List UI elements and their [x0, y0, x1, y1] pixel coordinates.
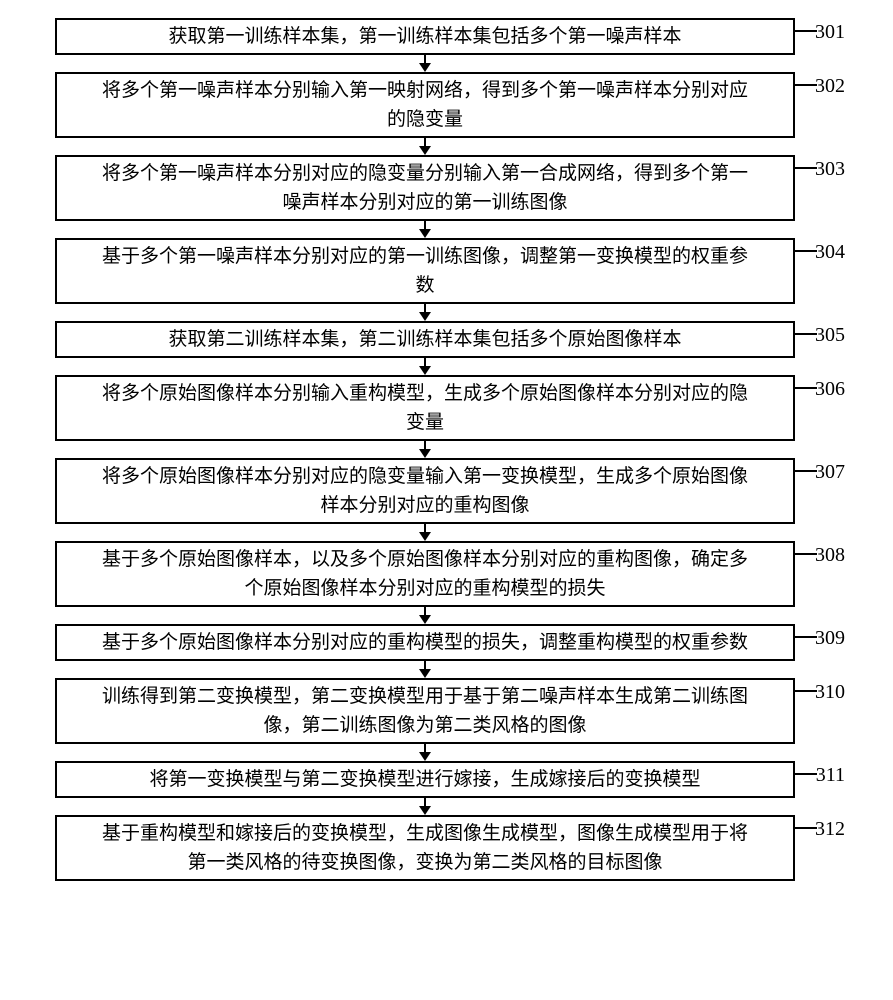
flow-arrow — [55, 744, 795, 761]
step-label: 301 — [815, 21, 845, 44]
step-text: 基于多个第一噪声样本分别对应的第一训练图像，调整第一变换模型的权重参数 — [102, 242, 748, 301]
step-label: 304 — [815, 241, 845, 264]
flow-step-305: 获取第二训练样本集，第二训练样本集包括多个原始图像样本305 — [55, 321, 795, 358]
step-text: 将第一变换模型与第二变换模型进行嫁接，生成嫁接后的变换模型 — [149, 765, 700, 794]
step-text: 基于多个原始图像样本分别对应的重构模型的损失，调整重构模型的权重参数 — [102, 628, 748, 657]
step-text: 将多个原始图像样本分别对应的隐变量输入第一变换模型，生成多个原始图像样本分别对应… — [102, 462, 748, 521]
flow-arrow — [55, 358, 795, 375]
label-leader — [793, 333, 817, 335]
step-text: 获取第二训练样本集，第二训练样本集包括多个原始图像样本 — [168, 325, 681, 354]
flow-arrow — [55, 524, 795, 541]
flow-step-312: 基于重构模型和嫁接后的变换模型，生成图像生成模型，图像生成模型用于将第一类风格的… — [55, 815, 795, 881]
flow-step-307: 将多个原始图像样本分别对应的隐变量输入第一变换模型，生成多个原始图像样本分别对应… — [55, 458, 795, 524]
flow-step-309: 基于多个原始图像样本分别对应的重构模型的损失，调整重构模型的权重参数309 — [55, 624, 795, 661]
flow-arrow — [55, 441, 795, 458]
step-label: 311 — [816, 764, 845, 787]
step-label: 306 — [815, 378, 845, 401]
step-text: 获取第一训练样本集，第一训练样本集包括多个第一噪声样本 — [168, 22, 681, 51]
label-leader — [793, 636, 817, 638]
step-label: 302 — [815, 75, 845, 98]
flow-step-303: 将多个第一噪声样本分别对应的隐变量分别输入第一合成网络，得到多个第一噪声样本分别… — [55, 155, 795, 221]
flowchart-container: 获取第一训练样本集，第一训练样本集包括多个第一噪声样本301 将多个第一噪声样本分… — [55, 18, 795, 881]
flow-step-302: 将多个第一噪声样本分别输入第一映射网络，得到多个第一噪声样本分别对应的隐变量30… — [55, 72, 795, 138]
label-leader — [793, 553, 817, 555]
flow-arrow — [55, 661, 795, 678]
flow-arrow — [55, 607, 795, 624]
label-leader — [793, 690, 817, 692]
step-text: 将多个第一噪声样本分别输入第一映射网络，得到多个第一噪声样本分别对应的隐变量 — [102, 76, 748, 135]
label-leader — [793, 470, 817, 472]
flow-arrow — [55, 304, 795, 321]
label-leader — [793, 167, 817, 169]
step-label: 310 — [815, 681, 845, 704]
step-label: 312 — [815, 818, 845, 841]
step-text: 训练得到第二变换模型，第二变换模型用于基于第二噪声样本生成第二训练图像，第二训练… — [102, 682, 748, 741]
flow-arrow — [55, 798, 795, 815]
flow-step-306: 将多个原始图像样本分别输入重构模型，生成多个原始图像样本分别对应的隐变量306 — [55, 375, 795, 441]
label-leader — [793, 773, 817, 775]
label-leader — [793, 250, 817, 252]
label-leader — [793, 387, 817, 389]
step-label: 309 — [815, 627, 845, 650]
flow-step-311: 将第一变换模型与第二变换模型进行嫁接，生成嫁接后的变换模型311 — [55, 761, 795, 798]
step-label: 305 — [815, 324, 845, 347]
flow-step-301: 获取第一训练样本集，第一训练样本集包括多个第一噪声样本301 — [55, 18, 795, 55]
step-text: 将多个第一噪声样本分别对应的隐变量分别输入第一合成网络，得到多个第一噪声样本分别… — [102, 159, 748, 218]
flow-arrow — [55, 138, 795, 155]
flow-arrow — [55, 221, 795, 238]
step-label: 303 — [815, 158, 845, 181]
flow-step-308: 基于多个原始图像样本，以及多个原始图像样本分别对应的重构图像，确定多个原始图像样… — [55, 541, 795, 607]
step-text: 基于重构模型和嫁接后的变换模型，生成图像生成模型，图像生成模型用于将第一类风格的… — [102, 819, 748, 878]
label-leader — [793, 84, 817, 86]
flow-step-304: 基于多个第一噪声样本分别对应的第一训练图像，调整第一变换模型的权重参数304 — [55, 238, 795, 304]
step-text: 基于多个原始图像样本，以及多个原始图像样本分别对应的重构图像，确定多个原始图像样… — [102, 545, 748, 604]
step-text: 将多个原始图像样本分别输入重构模型，生成多个原始图像样本分别对应的隐变量 — [102, 379, 748, 438]
flow-step-310: 训练得到第二变换模型，第二变换模型用于基于第二噪声样本生成第二训练图像，第二训练… — [55, 678, 795, 744]
step-label: 308 — [815, 544, 845, 567]
step-label: 307 — [815, 461, 845, 484]
flow-arrow — [55, 55, 795, 72]
label-leader — [793, 30, 817, 32]
label-leader — [793, 827, 817, 829]
